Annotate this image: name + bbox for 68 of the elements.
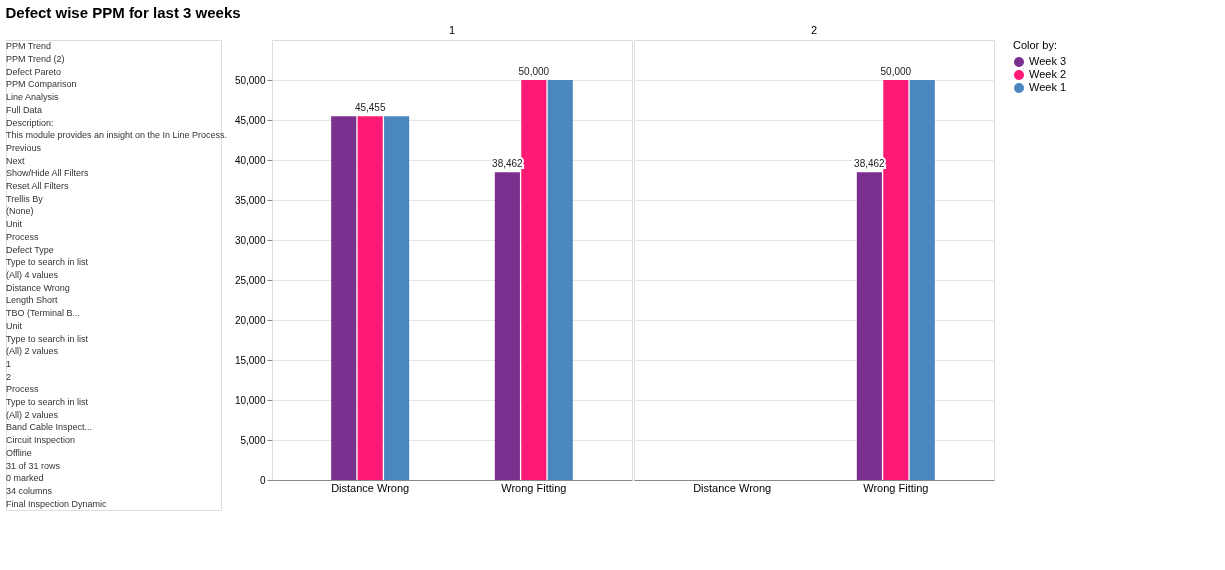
- y-tick-label: 40,000: [234, 154, 266, 166]
- text: Length Short: [6, 295, 59, 306]
- x-tick-label: Wrong Fitting: [501, 481, 567, 494]
- text: Circuit Inspection: [6, 435, 76, 446]
- text: This module provides an insight on the In Line Process.: [6, 130, 228, 141]
- bar: [331, 116, 357, 480]
- text: (All) 2 values: [6, 409, 59, 420]
- x-tick-label: Distance Wrong: [693, 481, 772, 494]
- text: Line Analysis: [6, 92, 60, 103]
- text: PPM Trend: [6, 41, 52, 52]
- bar: [357, 116, 383, 480]
- text: Unit: [6, 320, 23, 331]
- y-tick-label: 0: [259, 474, 266, 486]
- text: Final Inspection Dynamic: [6, 498, 108, 509]
- y-tick-label: 15,000: [234, 354, 266, 366]
- bar: [384, 116, 410, 480]
- text: (All) 2 values: [6, 346, 59, 357]
- text: Full Data: [6, 104, 43, 115]
- text: 1: [6, 358, 12, 369]
- text: Type to search in list: [6, 257, 89, 268]
- text: 2: [6, 371, 12, 382]
- data-label: 45,455: [354, 102, 386, 114]
- data-label: 50,000: [518, 66, 550, 77]
- text: Description:: [6, 117, 54, 128]
- y-tick-label: 35,000: [234, 194, 266, 206]
- y-tick-label: 5,000: [240, 434, 266, 446]
- text: Defect wise PPM for last 3 weeks: [5, 3, 241, 21]
- text: Next: [6, 155, 25, 166]
- text: Defect Type: [6, 244, 54, 255]
- bar: [521, 80, 547, 480]
- chart-subtitle: 2: [810, 24, 818, 36]
- legend-title: Color by:: [1013, 39, 1058, 51]
- text: Band Cable Inspect...: [6, 422, 93, 433]
- y-tick-label: 50,000: [234, 74, 266, 86]
- text: 34 columns: [6, 485, 53, 496]
- text: PPM Comparison: [6, 79, 77, 90]
- text: Type to search in list: [6, 397, 89, 408]
- bar: [494, 172, 520, 480]
- text: Previous: [6, 142, 42, 153]
- text: Distance Wrong: [6, 282, 70, 293]
- legend-label: Week 2: [1029, 68, 1067, 80]
- text: Offline: [6, 447, 32, 458]
- data-label: 50,000: [880, 66, 912, 77]
- chart-subtitle: 1: [448, 24, 456, 36]
- text: Reset All Filters: [6, 181, 70, 192]
- legend-label: Week 3: [1029, 55, 1067, 67]
- y-tick-label: 45,000: [234, 114, 266, 126]
- text: (All) 4 values: [6, 270, 59, 280]
- text: Trellis By: [6, 193, 44, 204]
- text: 31 of 31 rows: [6, 460, 61, 471]
- y-tick-label: 20,000: [234, 314, 266, 326]
- x-tick-label: Wrong Fitting: [863, 481, 929, 494]
- text: Process: [6, 384, 40, 395]
- y-tick-label: 25,000: [234, 274, 266, 286]
- y-tick-label: 10,000: [234, 394, 266, 406]
- text: TBO (Terminal B...: [6, 308, 81, 319]
- bar: [547, 80, 573, 480]
- text: 0 marked: [6, 473, 44, 484]
- text: Unit: [6, 219, 23, 230]
- text: (None): [6, 206, 34, 217]
- x-tick-label: Distance Wrong: [331, 481, 410, 494]
- text: Show/Hide All Filters: [6, 168, 90, 179]
- text: Defect Pareto: [6, 66, 62, 77]
- y-tick-label: 30,000: [234, 234, 266, 246]
- text: PPM Trend (2): [6, 54, 65, 65]
- text: Type to search in list: [6, 333, 89, 344]
- text: Process: [6, 231, 40, 242]
- legend-label: Week 1: [1029, 81, 1067, 93]
